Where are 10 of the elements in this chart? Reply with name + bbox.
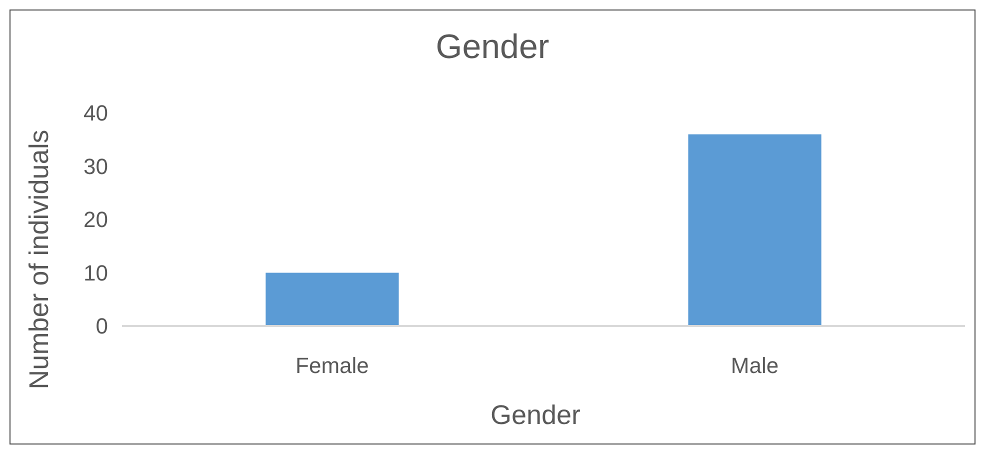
x-tick-label: Female bbox=[296, 353, 369, 378]
y-tick-label: 40 bbox=[84, 100, 108, 126]
y-tick-label: 20 bbox=[84, 207, 108, 232]
y-tick-label: 0 bbox=[96, 314, 108, 339]
chart-title: Gender bbox=[436, 28, 550, 66]
y-tick-label: 10 bbox=[84, 260, 108, 286]
x-tick-label: Male bbox=[730, 353, 779, 378]
y-axis-title: Number of individuals bbox=[24, 130, 54, 390]
y-tick-label: 30 bbox=[84, 154, 108, 179]
x-axis-title: Gender bbox=[490, 400, 581, 430]
